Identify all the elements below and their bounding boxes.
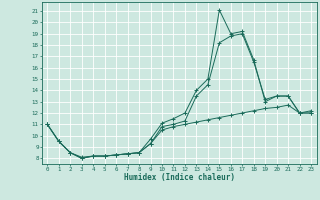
X-axis label: Humidex (Indice chaleur): Humidex (Indice chaleur) [124,173,235,182]
